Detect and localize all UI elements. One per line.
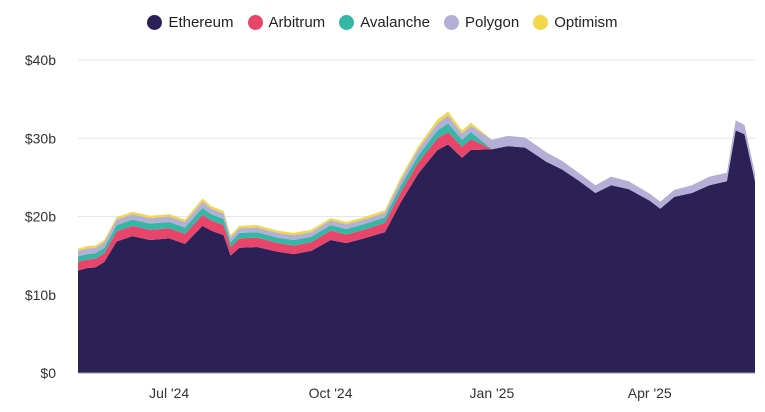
legend-swatch (443, 15, 459, 30)
legend-label: Polygon (464, 14, 520, 31)
legend-item-avalanche[interactable]: Avalanche (339, 14, 430, 31)
legend-swatch (339, 15, 355, 30)
y-tick-label: $40b (25, 52, 56, 68)
legend-swatch (247, 15, 263, 30)
legend-label: Ethereum (168, 14, 234, 31)
y-tick-label: $10b (25, 287, 56, 303)
legend-item-ethereum[interactable]: Ethereum (147, 14, 234, 31)
legend-swatch (533, 15, 549, 30)
area-polygon (78, 115, 755, 257)
legend-swatch (147, 15, 163, 30)
legend-label: Arbitrum (268, 14, 326, 31)
legend: Ethereum Arbitrum Avalanche Polygon Optimism (0, 14, 765, 31)
legend-label: Optimism (554, 14, 618, 31)
legend-item-optimism[interactable]: Optimism (533, 14, 618, 31)
legend-label: Avalanche (360, 14, 430, 31)
x-tick-label: Apr '25 (628, 385, 672, 401)
y-tick-label: $0 (40, 365, 56, 381)
x-tick-label: Jan '25 (470, 385, 515, 401)
legend-item-polygon[interactable]: Polygon (443, 14, 520, 31)
y-tick-label: $30b (25, 130, 56, 146)
x-tick-label: Jul '24 (149, 385, 189, 401)
area-ethereum (78, 130, 755, 373)
legend-item-arbitrum[interactable]: Arbitrum (247, 14, 326, 31)
x-tick-label: Oct '24 (309, 385, 353, 401)
y-tick-label: $20b (25, 209, 56, 225)
